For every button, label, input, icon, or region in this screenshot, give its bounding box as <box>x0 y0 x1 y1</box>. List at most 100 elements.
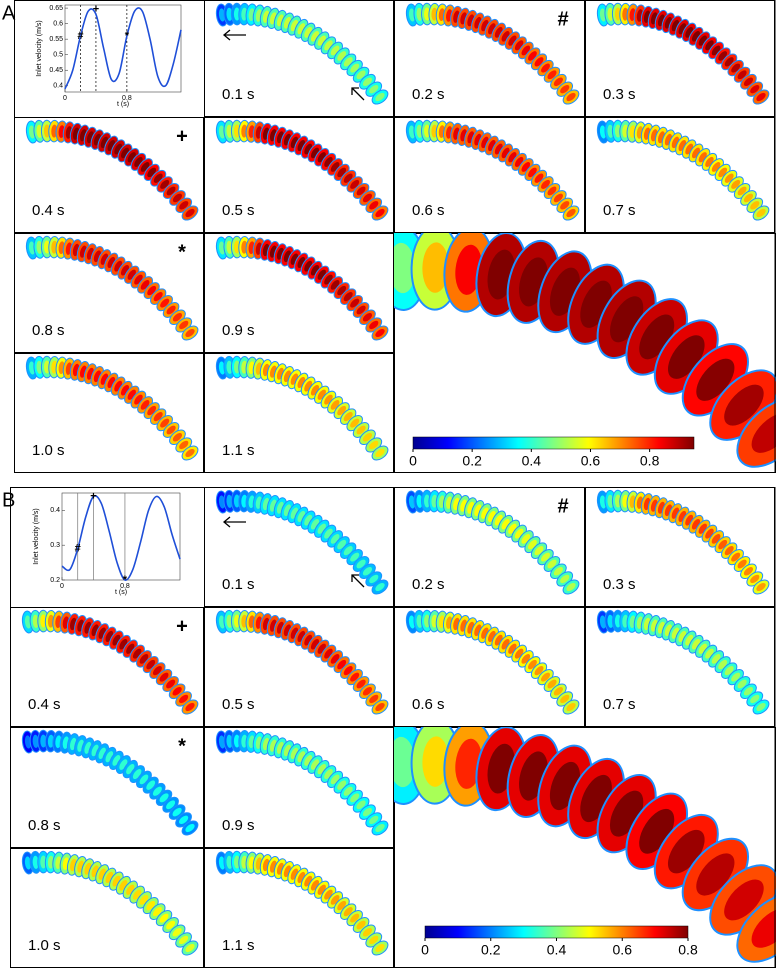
vessel-core <box>107 256 116 268</box>
vessel-core <box>166 800 176 810</box>
vessel-core <box>337 51 347 61</box>
vessel-core <box>119 759 128 770</box>
vessel-core <box>119 879 128 891</box>
vessel-core <box>375 702 385 712</box>
phase-marker: + <box>176 125 188 147</box>
vessel-core <box>718 539 728 550</box>
time-label: 1.1 s <box>222 442 255 459</box>
vessel-core <box>317 269 326 280</box>
vessel-core <box>528 659 537 670</box>
vessel-core <box>540 552 551 562</box>
vessel-core <box>310 759 320 770</box>
tile: 0.8 s * <box>14 233 204 353</box>
vessel-core <box>743 77 754 87</box>
vessel-core <box>528 51 537 61</box>
vessel-core <box>126 763 135 775</box>
vessel-core <box>127 389 136 400</box>
vessel-core <box>724 384 764 426</box>
vessel-core <box>159 913 169 923</box>
vessel-core <box>375 328 385 338</box>
vessel-core <box>152 907 162 917</box>
vessel-core <box>408 615 416 629</box>
colorbar-tick-label: 0.6 <box>613 942 633 958</box>
vessel-core <box>750 85 760 94</box>
vessel-core <box>107 376 116 388</box>
vessel-core <box>350 418 360 428</box>
vessel-core <box>607 614 614 628</box>
vessel-core <box>159 793 169 803</box>
vessel-core <box>112 875 121 887</box>
tile: 0.8 s * <box>10 727 204 848</box>
vessel-core <box>226 124 233 138</box>
vessel-core <box>696 358 735 401</box>
vessel-core <box>743 193 754 203</box>
vessel-core <box>369 935 379 945</box>
vessel-core <box>147 285 157 296</box>
colorbar-tick-label: 0.6 <box>581 453 601 469</box>
vessel-core <box>337 659 347 670</box>
vessel-core <box>114 380 123 392</box>
vessel-core <box>560 694 570 704</box>
tile: 1.0 s <box>14 353 204 473</box>
vessel-core <box>324 528 333 539</box>
vessel-core <box>350 179 360 189</box>
time-label: 0.3 s <box>603 86 636 103</box>
vessel-core <box>330 162 340 172</box>
vessel-core <box>146 780 156 790</box>
vessel-core <box>501 147 510 159</box>
vessel-core <box>166 920 176 930</box>
vessel-core <box>547 679 557 689</box>
vessel-core <box>691 518 701 530</box>
vessel-core <box>324 769 333 780</box>
vessel-core <box>696 853 735 896</box>
panel-label: B <box>2 489 15 511</box>
vessel-core <box>330 534 340 544</box>
vessel-core <box>330 400 340 410</box>
vessel-core <box>724 879 764 921</box>
vessel-core <box>310 147 319 159</box>
vessel-core <box>705 40 714 51</box>
vessel-core <box>356 559 366 569</box>
colorbar-tick-label: 0 <box>409 453 417 469</box>
vessel-core <box>172 807 182 817</box>
colorbar-tick-label: 0 <box>421 942 429 958</box>
vessel-core <box>337 539 347 550</box>
vessel-core <box>337 900 347 911</box>
vessel-core <box>423 7 431 21</box>
vessel-core <box>698 523 707 534</box>
tile: 1.0 s <box>10 848 204 968</box>
vessel-core <box>566 702 576 712</box>
vessel-core <box>310 264 320 276</box>
vessel-core <box>36 124 43 138</box>
vessel-core <box>172 687 182 696</box>
vessel-core <box>455 738 483 789</box>
vessel-core <box>317 389 326 400</box>
tile: 0.3 s <box>585 0 775 117</box>
vessel-core <box>147 405 157 416</box>
x-tick-label: 0 <box>63 95 67 102</box>
time-label: 0.2 s <box>412 576 445 593</box>
vessel-core <box>152 666 162 676</box>
tile: 0.4 s + <box>14 117 204 233</box>
vessel-core <box>724 57 734 67</box>
vessel-core <box>152 786 162 796</box>
vessel-core <box>541 63 551 73</box>
time-label: 0.3 s <box>603 576 636 593</box>
vessel-core <box>731 672 741 682</box>
vessel-core <box>553 687 563 696</box>
vessel-core <box>317 152 326 163</box>
vessel-core <box>343 907 353 917</box>
y-tick-label: 0.3 <box>50 542 60 549</box>
vessel-core <box>422 242 449 293</box>
curve-marker: * <box>125 30 130 42</box>
vessel-core <box>317 884 326 895</box>
vessel-core <box>40 734 47 748</box>
vessel-core <box>114 143 123 155</box>
vessel-core <box>310 879 320 891</box>
vessel-core <box>172 433 183 442</box>
vessel-core <box>724 173 734 183</box>
time-label: 1.1 s <box>222 937 255 954</box>
colorbar-tick-label: 0.8 <box>640 453 660 469</box>
vessel-core <box>408 495 416 509</box>
vessel-core <box>711 534 721 544</box>
